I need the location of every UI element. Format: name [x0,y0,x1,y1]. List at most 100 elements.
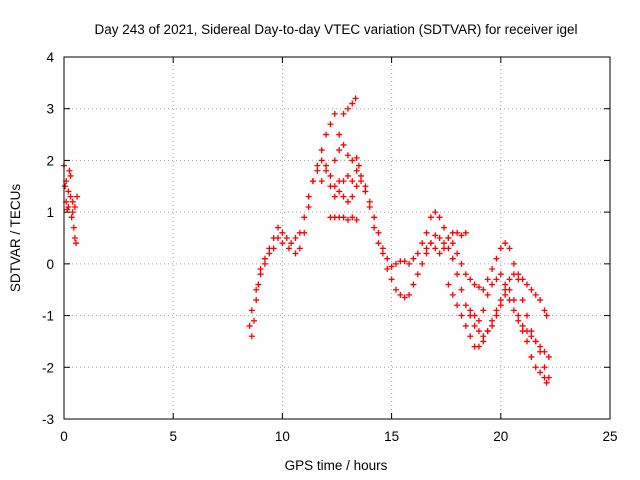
data-point [480,338,487,345]
data-point [467,307,474,314]
data-point [441,240,448,247]
data-point [537,369,544,376]
data-point [423,250,430,257]
x-tick-label: 10 [275,429,290,444]
data-point [392,286,399,293]
data-point [475,317,482,324]
data-point [362,183,369,190]
data-point [406,260,413,267]
data-point [410,281,417,288]
data-point [67,172,74,179]
data-point [401,258,408,265]
data-point [301,214,308,221]
data-point [427,214,434,221]
data-point [497,302,504,309]
data-point [532,364,539,371]
y-tick-label: 4 [46,50,54,65]
data-point [379,250,386,257]
data-points [61,95,552,386]
data-point [336,147,343,154]
data-point [353,183,360,190]
data-point [489,322,496,329]
data-point [497,297,504,304]
data-point [493,312,500,319]
data-point [510,260,517,267]
data-point [257,271,264,278]
data-point [475,343,482,350]
data-point [384,255,391,262]
data-point [454,250,461,257]
data-point [292,250,299,257]
data-point [392,260,399,267]
data-point [255,281,262,288]
data-point [331,193,338,200]
data-point [489,266,496,273]
data-point [541,307,548,314]
data-point [462,322,469,329]
data-point [261,260,268,267]
data-point [493,276,500,283]
y-axis-label: SDTVAR / TECUs [8,184,23,293]
data-point [519,322,526,329]
data-point [344,172,351,179]
data-point [493,255,500,262]
x-axis-label: GPS time / hours [285,458,388,473]
data-point [70,224,77,231]
data-point [314,162,321,169]
data-point [69,209,76,216]
data-point [524,312,531,319]
data-point [458,286,465,293]
data-point [266,250,273,257]
data-point [349,178,356,185]
data-point [502,281,509,288]
data-point [510,307,517,314]
data-point [410,255,417,262]
data-point [480,333,487,340]
data-point [524,328,531,335]
data-point [349,157,356,164]
series-track-c [318,162,550,386]
data-point [423,245,430,252]
data-point [449,240,456,247]
data-point [362,188,369,195]
series-track-e [331,141,552,360]
data-point [545,353,552,360]
data-point [484,291,491,298]
y-tick-label: 0 [46,257,54,272]
y-tick-label: 2 [46,153,54,168]
data-point [309,178,316,185]
data-point [406,291,413,298]
data-point [462,271,469,278]
data-point [288,240,295,247]
data-point [340,141,347,148]
data-point [480,286,487,293]
data-point [489,281,496,288]
data-point [251,317,258,324]
data-point [340,193,347,200]
data-point [471,322,478,329]
data-point [436,250,443,257]
data-point [375,229,382,236]
data-point [541,348,548,355]
data-point [475,328,482,335]
data-point [414,250,421,257]
data-point [323,131,330,138]
data-point [436,214,443,221]
data-point [489,317,496,324]
data-point [66,167,73,174]
data-point [449,291,456,298]
series-track-d [327,214,550,350]
data-point [323,167,330,174]
data-point [353,167,360,174]
data-point [454,271,461,278]
x-tick-label: 15 [384,429,399,444]
data-point [340,110,347,117]
data-point [366,198,373,205]
data-point [349,100,356,107]
data-point [515,312,522,319]
data-point [480,307,487,314]
data-point [436,235,443,241]
data-point [484,276,491,283]
y-tick-label: 1 [46,205,54,220]
data-point [371,224,378,231]
